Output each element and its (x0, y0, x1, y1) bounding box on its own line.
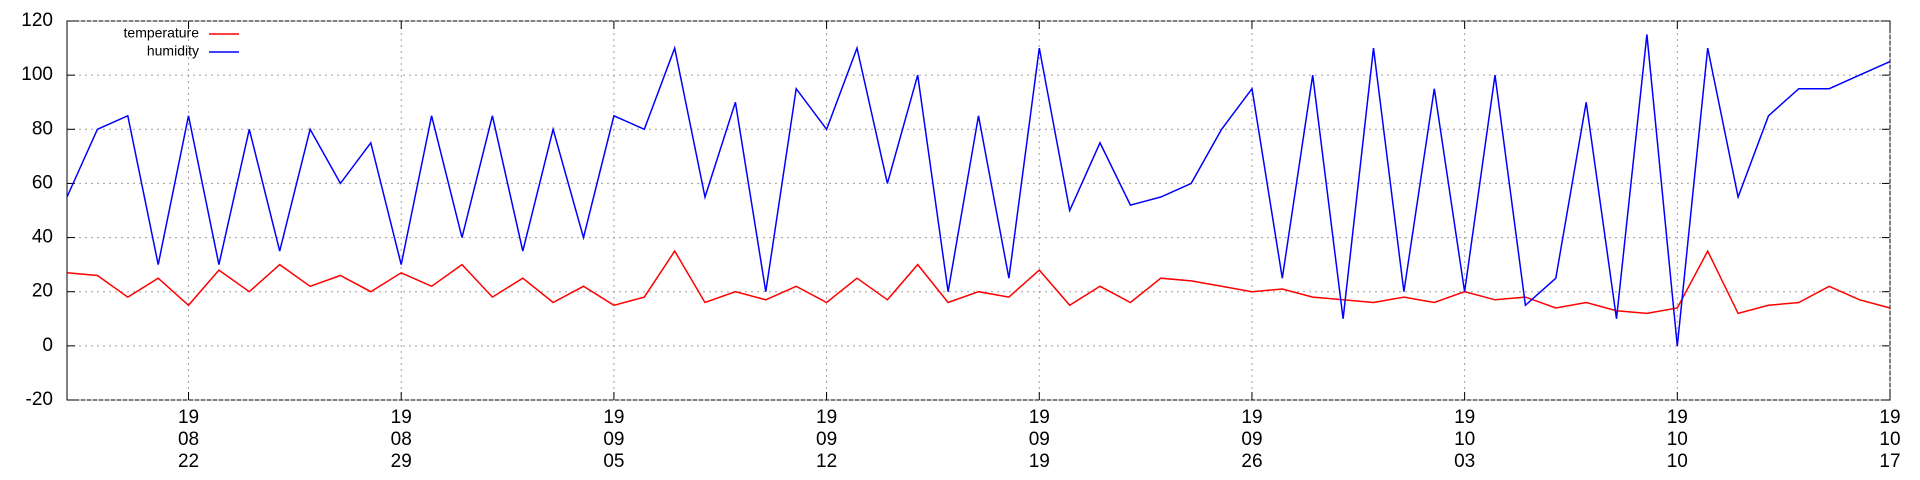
y-tick-label: 20 (32, 281, 53, 302)
x-tick-label: 19 (1454, 407, 1475, 428)
x-tick-label: 09 (816, 429, 837, 450)
x-tick-label: 12 (816, 451, 837, 472)
x-tick-label: 19 (1667, 407, 1688, 428)
y-tick-label: 60 (32, 172, 53, 193)
legend-label: temperature (124, 25, 200, 41)
x-tick-label: 19 (603, 407, 624, 428)
y-tick-label: 80 (32, 118, 53, 139)
plot-frame (66, 20, 1891, 401)
series-line (66, 34, 1891, 346)
x-tick-label: 10 (1667, 429, 1688, 450)
x-tick-label: 09 (1029, 429, 1050, 450)
x-tick-label: 19 (178, 407, 199, 428)
x-tick-label: 05 (603, 451, 624, 472)
x-tick-label: 22 (178, 451, 199, 472)
x-tick-label: 08 (391, 429, 412, 450)
y-tick-label: 100 (21, 64, 53, 85)
x-tick-label: 10 (1879, 429, 1900, 450)
x-tick-label: 19 (1029, 407, 1050, 428)
x-tick-label: 09 (1241, 429, 1262, 450)
legend-label: humidity (147, 43, 199, 59)
x-tick-label: 19 (1241, 407, 1262, 428)
x-tick-label: 09 (603, 429, 624, 450)
y-tick-label: 0 (42, 335, 53, 356)
x-tick-label: 17 (1879, 451, 1900, 472)
x-tick-label: 10 (1667, 451, 1688, 472)
y-tick-label: -20 (26, 389, 53, 410)
series-line (66, 249, 1891, 315)
x-tick-label: 19 (1879, 407, 1900, 428)
y-tick-label: 120 (21, 10, 53, 31)
y-tick-label: 40 (32, 227, 53, 248)
x-tick-label: 19 (391, 407, 412, 428)
x-tick-label: 26 (1241, 451, 1262, 472)
x-tick-label: 10 (1454, 429, 1475, 450)
x-tick-label: 19 (816, 407, 837, 428)
x-tick-label: 19 (1029, 451, 1050, 472)
x-tick-label: 03 (1454, 451, 1475, 472)
x-tick-label: 08 (178, 429, 199, 450)
x-tick-label: 29 (391, 451, 412, 472)
